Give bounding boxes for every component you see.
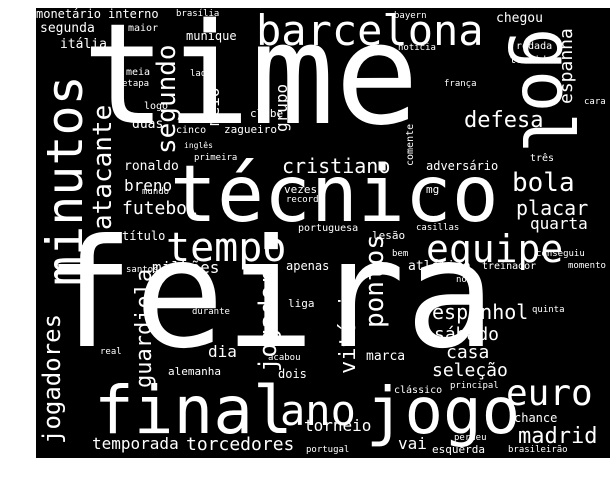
word-dia: dia <box>208 342 237 361</box>
word-primeira: primeira <box>194 153 238 163</box>
word-alemanha: alemanha <box>168 365 221 378</box>
word-atacante: atacante <box>88 104 118 230</box>
word-novo: novo <box>456 275 478 285</box>
word-mundo: mundo <box>142 187 170 197</box>
word-final: final <box>94 372 293 449</box>
word-duas: duas <box>132 117 164 132</box>
word-maior: maior <box>128 23 159 34</box>
word-segundo: segundo <box>152 44 182 154</box>
word-principal: principal <box>450 381 499 391</box>
word-tempo: tempo <box>166 225 287 271</box>
word-segunda: segunda <box>40 21 95 36</box>
word-noticia: notícia <box>398 43 436 53</box>
word-feira: feira <box>44 208 496 382</box>
word-espanha: espanha <box>556 28 577 104</box>
word-rodada: rodada <box>516 41 553 52</box>
word-defesa: defesa <box>464 108 544 133</box>
word-selecao: seleção <box>432 360 508 381</box>
word-atletico: atlético <box>408 259 471 274</box>
word-lesao: lesão <box>372 229 406 242</box>
word-zagueiro: zagueiro <box>224 123 277 136</box>
word-bola: bola <box>512 168 575 198</box>
word-portugal: portugal <box>306 445 350 455</box>
word-ronaldo: ronaldo <box>124 159 179 174</box>
word-tres: três <box>530 153 555 164</box>
word-real: real <box>100 347 122 357</box>
word-marca: marca <box>366 349 406 364</box>
word-conseguiu: conseguiu <box>536 249 585 259</box>
word-tecnico: técnico <box>170 150 499 240</box>
word-momento: momento <box>568 261 606 271</box>
word-dois: dois <box>278 367 307 381</box>
word-pontos: pontos <box>360 234 390 328</box>
word-liga: liga <box>288 297 315 310</box>
word-santos: santos <box>126 265 159 275</box>
word-apenas: apenas <box>286 259 330 273</box>
word-meio: meio <box>204 87 223 126</box>
word-portuguesa: portuguesa <box>298 223 359 234</box>
word-guardiola: guardiola <box>132 268 157 388</box>
word-minutos: minutos <box>36 75 94 286</box>
word-barcelona: barcelona <box>256 8 484 55</box>
word-cinco: cinco <box>176 125 207 136</box>
word-franca: frança <box>444 79 477 89</box>
word-esquerda: esquerda <box>432 443 485 456</box>
word-logo: logo <box>144 101 169 112</box>
word-cloud: feira time técnico jogo final minutos go… <box>36 8 610 458</box>
word-cara: cara <box>584 97 606 107</box>
word-equipe: equipe <box>426 227 564 271</box>
word-quarta: quarta <box>530 214 588 233</box>
word-perdeu: perdeu <box>454 433 487 443</box>
word-etapa: etapa <box>122 79 150 89</box>
word-interno: interno <box>108 8 159 21</box>
word-cristiano: cristiano <box>282 154 391 178</box>
word-sabado: sábado <box>434 324 500 345</box>
word-ingles: inglês <box>184 141 213 150</box>
word-clube: clube <box>250 107 284 120</box>
word-chegou: chegou <box>496 11 543 26</box>
word-brasilia: brasília <box>176 9 220 19</box>
word-classico: clássico <box>394 385 443 396</box>
word-chance: chance <box>514 411 558 425</box>
word-comente: comente <box>405 123 416 166</box>
word-jogadores: jogadores <box>38 313 66 444</box>
word-munique: munique <box>186 29 237 43</box>
word-monetario: monetário <box>36 8 102 21</box>
word-temporada: temporada <box>92 434 179 453</box>
word-recorde: recorde <box>286 195 324 205</box>
word-bem: bem <box>392 249 409 259</box>
word-brasileirao: brasileirão <box>508 445 568 455</box>
word-breno: breno <box>124 176 173 195</box>
word-mg: mg <box>426 183 440 196</box>
word-vitoria: vitória <box>336 281 361 374</box>
word-meia: meia <box>126 67 151 78</box>
word-italia: itália <box>60 37 107 52</box>
word-lado: lado <box>190 69 212 79</box>
word-futebol: futebol <box>122 198 198 219</box>
word-madrid: madrid <box>518 424 598 449</box>
word-acabou: acabou <box>268 353 301 363</box>
word-placar: placar <box>516 196 589 220</box>
word-torcida: torcida <box>510 55 553 66</box>
word-espanhol: espanhol <box>432 300 529 324</box>
word-ano: ano <box>280 386 356 435</box>
word-durante: durante <box>192 307 230 317</box>
word-torcedores: torcedores <box>186 434 295 455</box>
word-euro: euro <box>506 373 593 414</box>
word-titulo: título <box>122 229 166 243</box>
word-jogo: jogo <box>366 375 521 449</box>
word-milhoes: milhões <box>152 258 220 277</box>
word-time: time <box>82 8 420 157</box>
word-bayern: bayern <box>394 11 427 21</box>
word-vezes: vezes <box>284 183 318 196</box>
word-casa: casa <box>446 342 490 363</box>
word-adversario: adversário <box>426 159 499 173</box>
word-casillas: casillas <box>416 223 460 233</box>
word-treinador: treinador <box>482 261 537 272</box>
word-vai: vai <box>398 434 427 453</box>
word-torneio: torneio <box>304 416 372 435</box>
word-quinta: quinta <box>532 305 565 315</box>
